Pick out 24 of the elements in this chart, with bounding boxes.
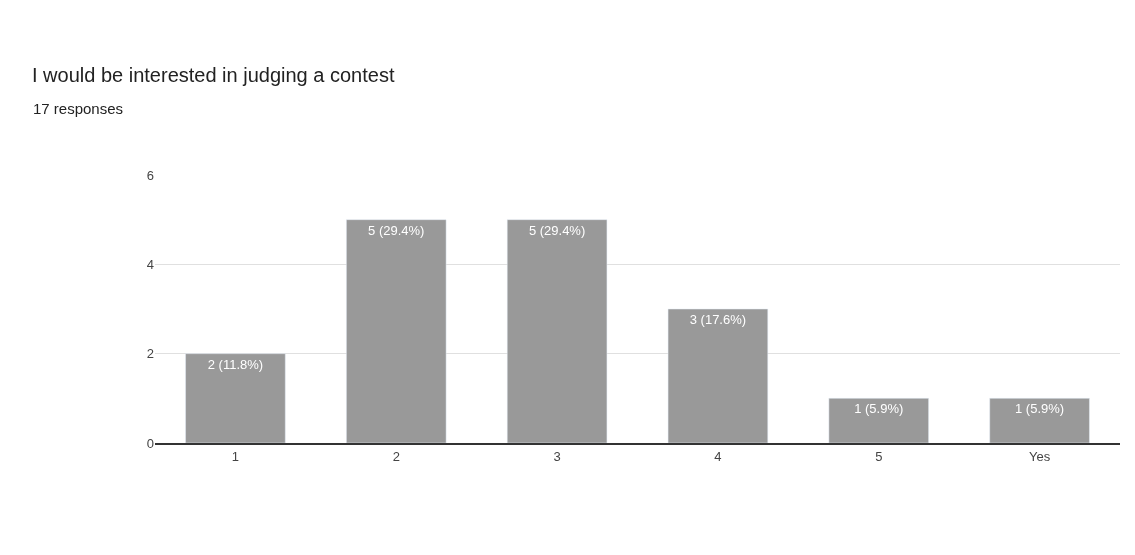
bar	[828, 398, 929, 443]
bar	[667, 308, 769, 443]
x-tick-label: 3	[553, 448, 561, 464]
x-tick-label: 2	[392, 448, 400, 464]
bar	[346, 219, 447, 443]
y-tick-label: 6	[146, 167, 154, 183]
x-tick-label: 5	[875, 448, 883, 464]
x-tick-label: 4	[714, 448, 722, 464]
data-label: 1 (5.9%)	[1015, 401, 1065, 417]
data-label: 5 (29.4%)	[368, 222, 425, 238]
chart-title: I would be interested in judging a contest	[32, 64, 395, 86]
data-label: 3 (17.6%)	[689, 312, 747, 327]
data-label: 1 (5.9%)	[854, 401, 904, 417]
bar	[989, 398, 1090, 443]
y-tick-label: 0	[146, 435, 154, 451]
data-label: 2 (11.8%)	[207, 356, 264, 372]
y-tick-label: 2	[146, 346, 154, 362]
x-tick-label: 1	[231, 448, 240, 464]
x-tick-label: Yes	[1028, 448, 1051, 464]
y-tick-label: 4	[146, 256, 154, 272]
chart-subtitle: 17 responses	[33, 100, 124, 117]
bar	[185, 353, 286, 443]
bar	[506, 219, 608, 443]
data-label: 5 (29.4%)	[528, 222, 586, 238]
